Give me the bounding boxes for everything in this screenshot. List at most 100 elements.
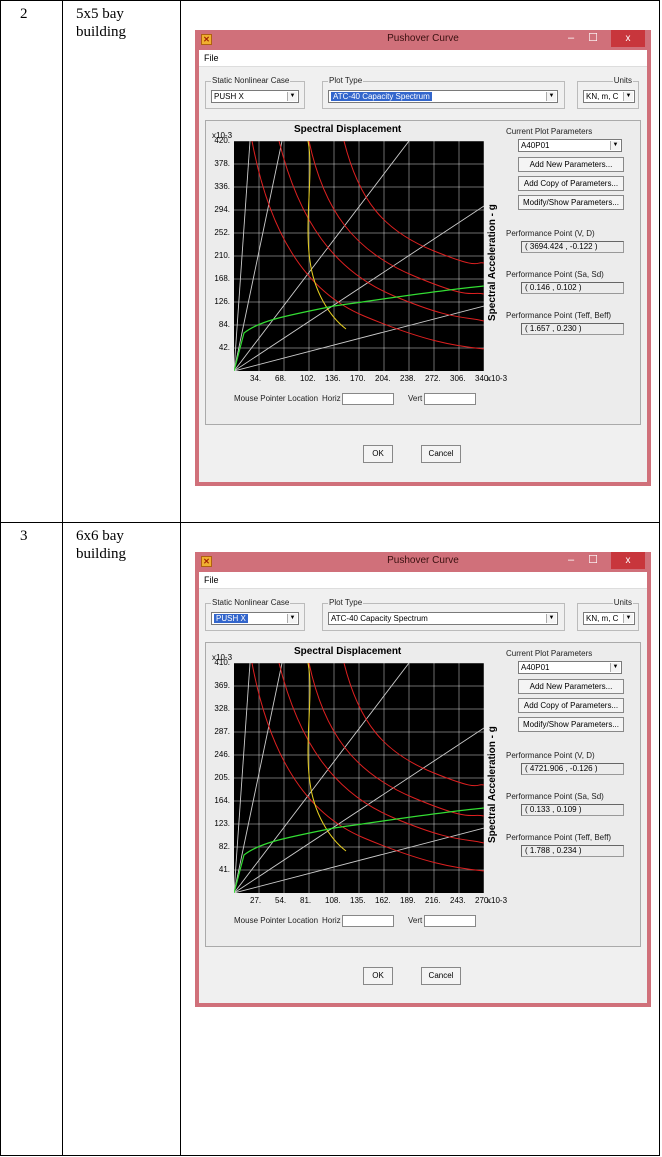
maximize-icon[interactable]: ☐ xyxy=(588,554,598,566)
plot-type-dropdown[interactable]: ATC-40 Capacity Spectrum ▼ xyxy=(328,612,558,625)
current-params-value: A40P01 xyxy=(521,663,550,672)
horiz-field[interactable] xyxy=(342,393,394,405)
ok-button[interactable]: OK xyxy=(363,445,393,463)
static-case-group: Static Nonlinear Case PUSH X ▼ xyxy=(205,76,305,109)
chevron-down-icon[interactable]: ▼ xyxy=(287,92,297,101)
minimize-icon[interactable]: – xyxy=(567,32,575,44)
close-button[interactable]: x xyxy=(611,30,645,47)
y-tick-label: 164. xyxy=(214,796,230,805)
pp-teff-label: Performance Point (Teff, Beff) xyxy=(506,311,612,320)
modify-parameters-button[interactable]: Modify/Show Parameters... xyxy=(518,195,624,210)
add-new-parameters-button[interactable]: Add New Parameters... xyxy=(518,679,624,694)
plot-type-label: Plot Type xyxy=(328,76,364,85)
row-description: 6x6 bay xyxy=(76,528,124,544)
ok-button[interactable]: OK xyxy=(363,967,393,985)
pp-sasd-value: ( 0.133 , 0.109 ) xyxy=(521,804,624,816)
x-tick-label: 81. xyxy=(300,896,312,905)
menu-bar: File xyxy=(199,572,647,589)
current-params-dropdown[interactable]: A40P01 ▼ xyxy=(518,661,622,674)
y-tick-label: 246. xyxy=(214,750,230,759)
menu-file[interactable]: File xyxy=(204,575,219,585)
vert-field[interactable] xyxy=(424,915,476,927)
x-tick-label: 216. xyxy=(425,896,441,905)
period-line xyxy=(234,663,283,893)
y-tick-label: 252. xyxy=(214,228,230,237)
capacity-curve xyxy=(234,807,484,893)
performance-trace-curve xyxy=(307,663,347,852)
units-dropdown[interactable]: KN, m, C ▼ xyxy=(583,612,635,625)
add-copy-parameters-button[interactable]: Add Copy of Parameters... xyxy=(518,176,624,191)
vert-field[interactable] xyxy=(424,393,476,405)
pushover-curve-window: ✕ Pushover Curve – ☐ x File Static Nonli… xyxy=(195,30,651,486)
static-case-dropdown[interactable]: PUSH X ▼ xyxy=(211,612,299,625)
pp-sasd-label: Performance Point (Sa, Sd) xyxy=(506,270,604,279)
pp-sasd-label: Performance Point (Sa, Sd) xyxy=(506,792,604,801)
chevron-down-icon[interactable]: ▼ xyxy=(546,92,556,101)
window-title: Pushover Curve xyxy=(387,33,459,44)
period-line xyxy=(234,205,484,371)
y-tick-label: 168. xyxy=(214,274,230,283)
y-tick-label: 84. xyxy=(218,320,230,329)
y-tick-label: 82. xyxy=(218,842,230,851)
modify-parameters-button[interactable]: Modify/Show Parameters... xyxy=(518,717,624,732)
chevron-down-icon[interactable]: ▼ xyxy=(623,92,633,101)
pp-vd-label: Performance Point (V, D) xyxy=(506,751,595,760)
chevron-down-icon[interactable]: ▼ xyxy=(610,663,620,672)
pushover-curve-window: ✕ Pushover Curve – ☐ x File Static Nonli… xyxy=(195,552,651,1007)
y-tick-label: 123. xyxy=(214,819,230,828)
add-new-parameters-button[interactable]: Add New Parameters... xyxy=(518,157,624,172)
chevron-down-icon[interactable]: ▼ xyxy=(287,614,297,623)
cancel-button[interactable]: Cancel xyxy=(421,967,461,985)
mouse-pointer-label: Mouse Pointer Location xyxy=(234,394,319,403)
close-button[interactable]: x xyxy=(611,552,645,569)
capacity-spectrum-plot[interactable] xyxy=(234,141,484,371)
menu-file[interactable]: File xyxy=(204,53,219,63)
plot-type-group: Plot Type ATC-40 Capacity Spectrum ▼ xyxy=(322,598,565,631)
x-tick-label: 68. xyxy=(275,374,287,383)
units-group: Units KN, m, C ▼ xyxy=(577,598,639,631)
current-params-dropdown[interactable]: A40P01 ▼ xyxy=(518,139,622,152)
title-bar[interactable]: ✕ Pushover Curve – ☐ x xyxy=(195,552,651,572)
performance-trace-curve xyxy=(307,141,347,330)
units-value: KN, m, C xyxy=(586,614,619,623)
static-case-label: Static Nonlinear Case xyxy=(211,598,291,607)
window-client: File Static Nonlinear Case PUSH X ▼ Plot … xyxy=(199,572,647,1003)
chevron-down-icon[interactable]: ▼ xyxy=(610,141,620,150)
y-tick-label: 41. xyxy=(218,865,230,874)
y-tick-label: 210. xyxy=(214,251,230,260)
maximize-icon[interactable]: ☐ xyxy=(588,32,598,44)
period-line xyxy=(234,663,410,893)
plot-type-value: ATC-40 Capacity Spectrum xyxy=(331,92,432,101)
y-multiplier: x10-3 xyxy=(212,653,233,662)
cancel-button[interactable]: Cancel xyxy=(421,445,461,463)
chevron-down-icon[interactable]: ▼ xyxy=(546,614,556,623)
vert-label: Vert xyxy=(408,394,423,403)
window-client: File Static Nonlinear Case PUSH X ▼ Plot … xyxy=(199,50,647,482)
period-line xyxy=(234,141,283,371)
menu-bar: File xyxy=(199,50,647,67)
app-icon: ✕ xyxy=(201,556,212,567)
table-row-divider xyxy=(0,522,660,523)
horiz-label: Horiz xyxy=(322,394,341,403)
capacity-spectrum-plot[interactable] xyxy=(234,663,484,893)
x-tick-label: 135. xyxy=(350,896,366,905)
x-axis-title: Spectral Displacement xyxy=(294,124,402,135)
demand-spectrum-curve xyxy=(308,141,484,295)
demand-spectrum-curve xyxy=(251,141,484,350)
table-divider xyxy=(180,0,181,1156)
period-line xyxy=(234,827,484,893)
units-dropdown[interactable]: KN, m, C ▼ xyxy=(583,90,635,103)
row-description: 5x5 bay xyxy=(76,6,124,22)
table-divider xyxy=(62,0,63,1156)
x-axis-title: Spectral Displacement xyxy=(294,646,402,657)
horiz-field[interactable] xyxy=(342,915,394,927)
minimize-icon[interactable]: – xyxy=(567,554,575,566)
demand-spectrum-curve xyxy=(343,663,484,787)
static-case-dropdown[interactable]: PUSH X ▼ xyxy=(211,90,299,103)
x-tick-label: 108. xyxy=(325,896,341,905)
title-bar[interactable]: ✕ Pushover Curve – ☐ x xyxy=(195,30,651,50)
chevron-down-icon[interactable]: ▼ xyxy=(623,614,633,623)
add-copy-parameters-button[interactable]: Add Copy of Parameters... xyxy=(518,698,624,713)
plot-type-dropdown[interactable]: ATC-40 Capacity Spectrum ▼ xyxy=(328,90,558,103)
demand-spectrum-curve xyxy=(278,663,484,844)
